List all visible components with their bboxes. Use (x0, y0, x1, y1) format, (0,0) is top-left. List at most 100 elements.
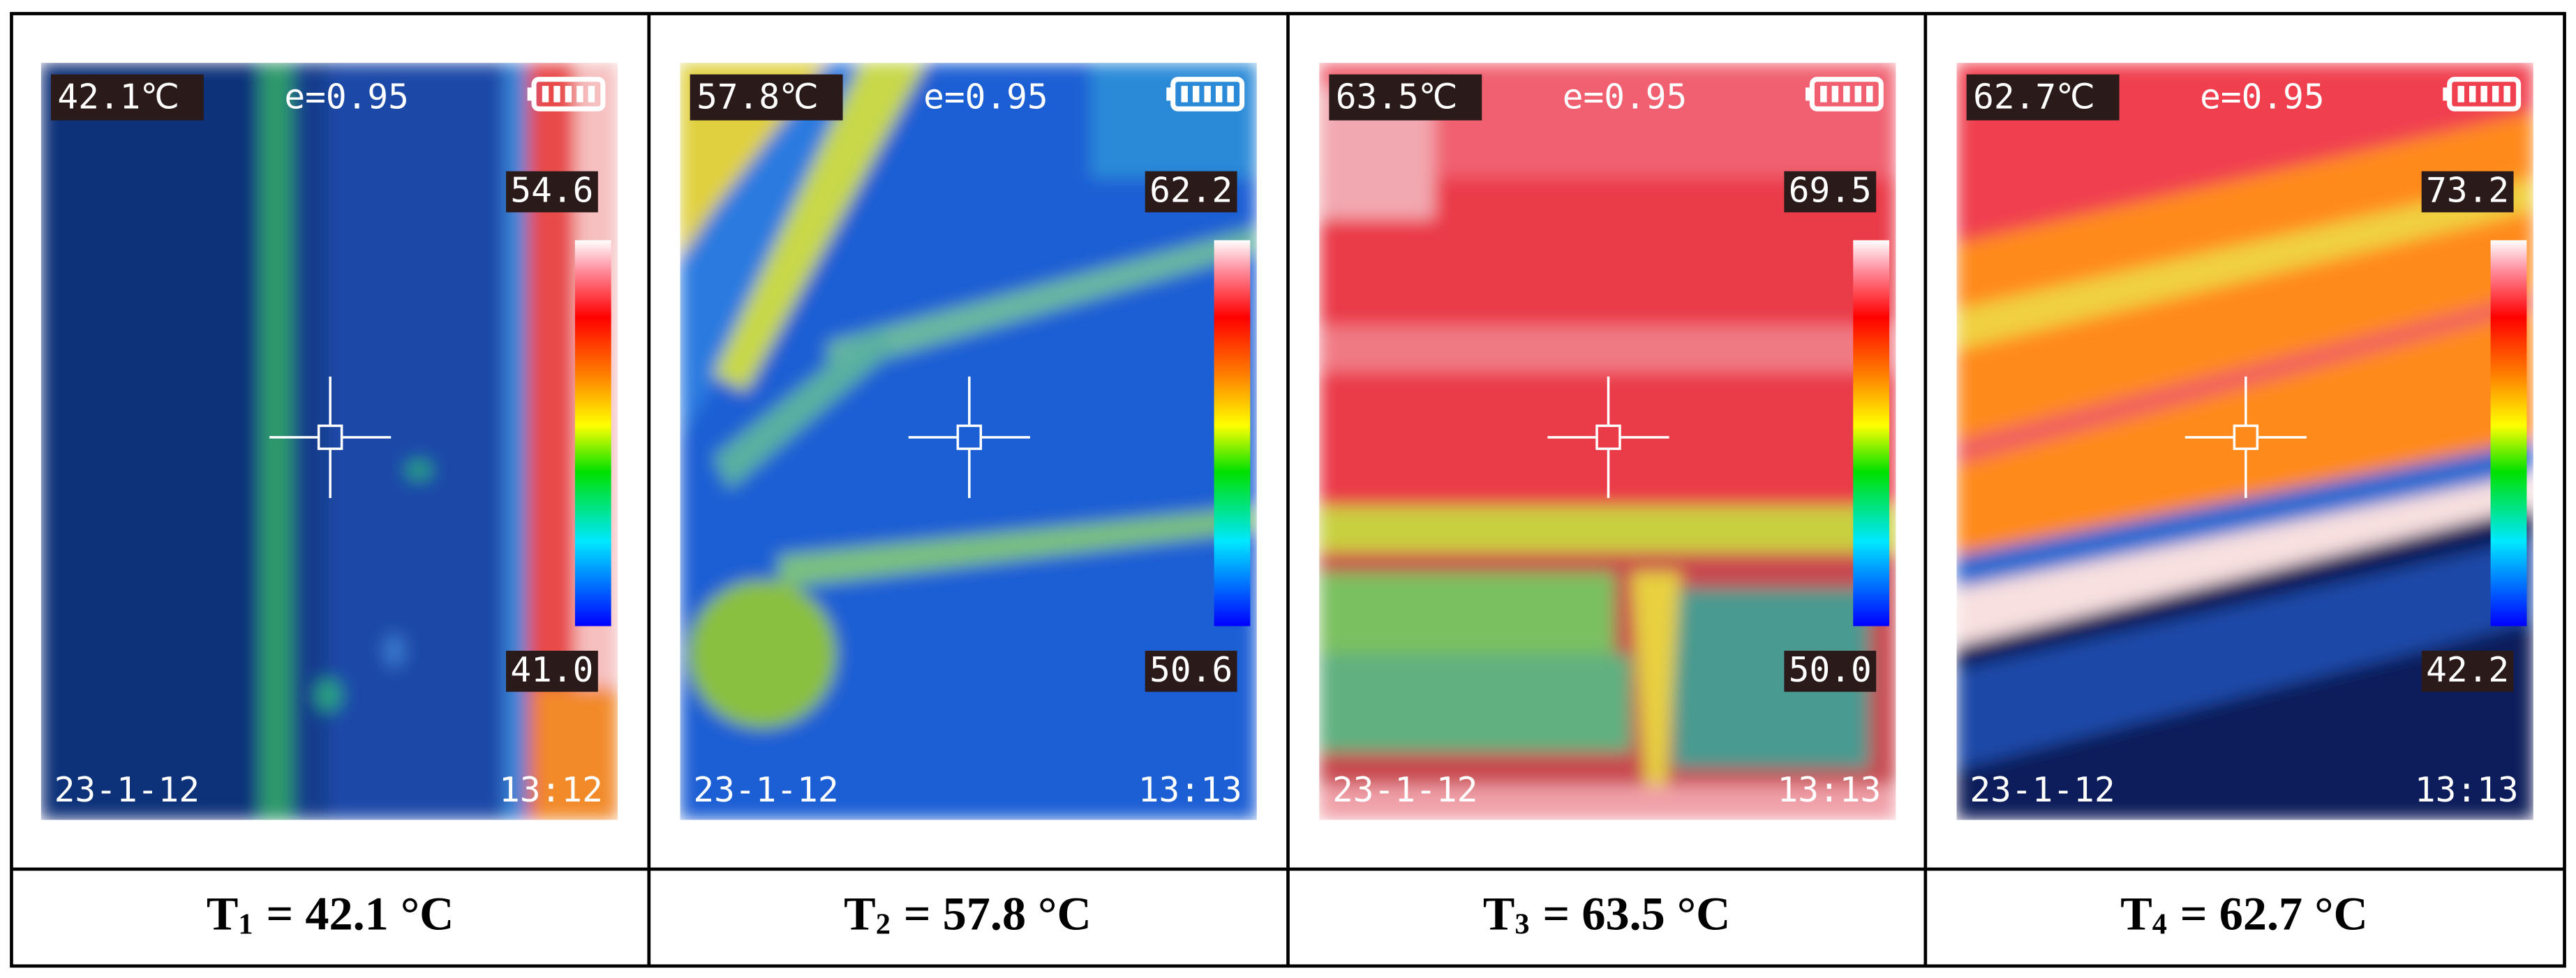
caption-symbol: T (207, 887, 239, 940)
battery-bar (2480, 86, 2487, 103)
heat-region (1319, 785, 1896, 820)
temperature-box (1329, 74, 1482, 121)
heat-region (40, 63, 255, 820)
caption-text: = 62.7 °C (2180, 887, 2368, 940)
thermal-image: 62.7℃ e=0.95 73.2 42.2 23-1-12 13:13 (1956, 63, 2533, 820)
battery-bar (2469, 86, 2476, 103)
crosshair-box (1595, 424, 1621, 451)
color-scale (1214, 240, 1251, 626)
heat-region (1956, 473, 2533, 646)
caption-text: = 57.8 °C (904, 887, 1092, 940)
crosshair-box (956, 424, 983, 451)
max-box (1145, 171, 1237, 213)
emissivity: e=0.95 (2200, 76, 2325, 116)
time: 13:12 (499, 769, 603, 810)
date: 23-1-12 (1970, 769, 2115, 810)
battery-tip (1805, 87, 1812, 101)
battery-bar (1831, 86, 1839, 103)
heat-region (778, 506, 1257, 589)
max-box (1784, 171, 1877, 213)
caption-subscript: 1 (238, 908, 253, 940)
battery-bar (553, 86, 560, 103)
battery-bar (1227, 86, 1234, 103)
color-scale (574, 240, 611, 626)
battery-bar (1843, 86, 1850, 103)
heat-region (384, 634, 405, 668)
caption-text: = 63.5 °C (1542, 887, 1730, 940)
temperature-box (690, 74, 843, 121)
battery-tip (2443, 87, 2450, 101)
min-temperature: 50.0 (1789, 649, 1872, 690)
caption-subscript: 4 (2152, 908, 2167, 940)
min-box (1784, 650, 1877, 692)
spot-temperature: 57.8℃ (697, 76, 819, 116)
max-temperature: 54.6 (510, 170, 593, 211)
date: 23-1-12 (693, 769, 838, 810)
caption: T3 = 63.5 °C (1483, 887, 1731, 940)
battery-bar (588, 86, 595, 103)
thermal-image: 57.8℃ e=0.95 62.2 50.6 23-1-12 13:13 (680, 63, 1257, 820)
caption-symbol: T (1483, 887, 1515, 940)
battery-bar (1192, 86, 1200, 103)
heat-map (1956, 63, 2533, 820)
min-temperature: 42.2 (2426, 649, 2509, 690)
crosshair-box (2233, 424, 2259, 451)
emissivity: e=0.95 (923, 76, 1048, 116)
caption-text: = 42.1 °C (266, 887, 454, 940)
color-scale (2490, 240, 2527, 626)
battery-bar (542, 86, 549, 103)
color-scale (1853, 240, 1890, 626)
battery-tip (527, 87, 535, 101)
battery-tip (1166, 87, 1173, 101)
min-box (2421, 650, 2514, 692)
spot-temperature: 42.1℃ (57, 76, 179, 116)
battery-bar (2492, 86, 2499, 103)
emissivity: e=0.95 (1563, 76, 1688, 116)
battery-bar (1866, 86, 1873, 103)
caption: T2 = 57.8 °C (844, 887, 1092, 940)
max-box (506, 171, 598, 213)
caption: T4 = 62.7 °C (2120, 887, 2368, 940)
max-temperature: 73.2 (2426, 170, 2509, 211)
date: 23-1-12 (1332, 769, 1477, 810)
spot-temperature: 63.5℃ (1336, 76, 1458, 116)
heat-region (828, 227, 1257, 375)
temperature-box (50, 74, 204, 121)
battery-bar (1204, 86, 1211, 103)
heat-region (1319, 506, 1896, 552)
min-box (506, 650, 598, 692)
time: 13:13 (2415, 769, 2519, 810)
heat-region (1956, 177, 2533, 351)
time: 13:13 (1138, 769, 1242, 810)
temperature-box (1966, 74, 2120, 121)
battery-bar (576, 86, 583, 103)
caption: T1 = 42.1 °C (207, 887, 454, 940)
caption-symbol: T (844, 887, 876, 940)
caption-symbol: T (2120, 887, 2152, 940)
max-box (2421, 171, 2514, 213)
crosshair-box (317, 424, 343, 451)
heat-region (405, 460, 433, 481)
heat-region (259, 63, 293, 820)
min-box (1145, 650, 1237, 692)
heat-region (688, 580, 837, 728)
thermal-image: 42.1℃ e=0.95 54.6 41.0 23-1-12 13:12 (40, 63, 618, 820)
max-temperature: 69.5 (1789, 170, 1872, 211)
heat-region (534, 686, 618, 820)
emissivity: e=0.95 (284, 76, 409, 116)
caption-subscript: 3 (1514, 908, 1529, 940)
heat-region (1956, 539, 2533, 769)
battery-bar (1854, 86, 1862, 103)
max-temperature: 62.2 (1149, 170, 1233, 211)
heat-region (1319, 654, 1632, 753)
heat-region (1319, 571, 1615, 654)
spot-temperature: 62.7℃ (1973, 76, 2095, 116)
battery-bar (2503, 86, 2510, 103)
caption-subscript: 2 (876, 908, 891, 940)
battery-bar (1820, 86, 1827, 103)
heat-region (1631, 571, 1681, 818)
date: 23-1-12 (54, 769, 200, 810)
battery-bar (565, 86, 572, 103)
